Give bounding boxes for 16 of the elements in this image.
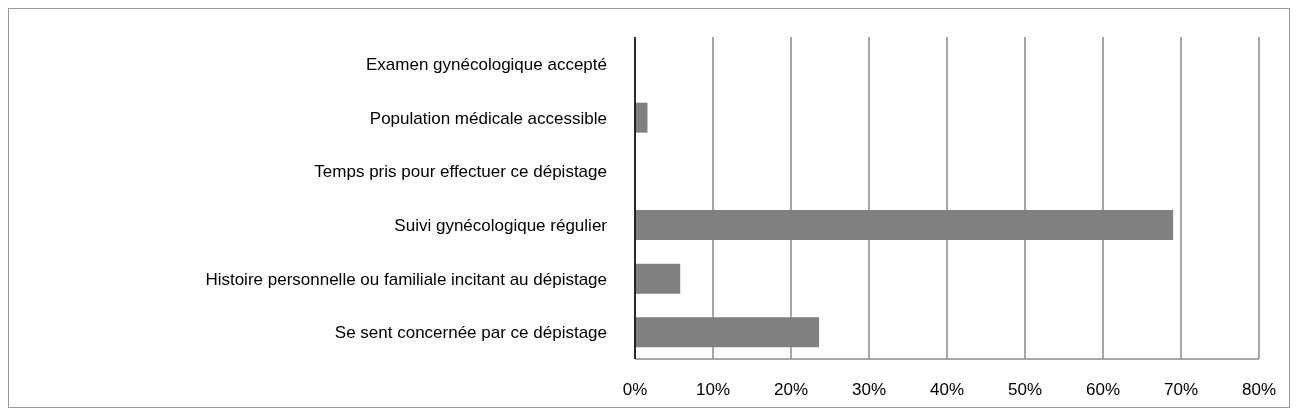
x-tick-label: 50% — [1007, 380, 1043, 400]
x-tick-label: 10% — [695, 380, 731, 400]
x-tick-label: 60% — [1085, 380, 1121, 400]
y-tick-label: Examen gynécologique accepté — [366, 54, 607, 74]
x-tick-label: 30% — [851, 380, 887, 400]
y-tick-label: Population médicale accessible — [369, 108, 607, 128]
x-tick-label: 20% — [773, 380, 809, 400]
y-tick-label: Histoire personnelle ou familiale incitant au dépistage — [205, 269, 607, 289]
x-tick-label: 40% — [929, 380, 965, 400]
y-tick-label: Suivi gynécologique régulier — [394, 215, 608, 235]
y-tick-label: Se sent concernée par ce dépistage — [334, 323, 607, 343]
x-tick-label: 80% — [1241, 380, 1277, 400]
x-tick-label: 70% — [1163, 380, 1199, 400]
x-tick-label: 0% — [622, 380, 648, 400]
y-tick-label: Temps pris pour effectuer ce dépistage — [314, 162, 607, 182]
bar — [635, 263, 681, 294]
